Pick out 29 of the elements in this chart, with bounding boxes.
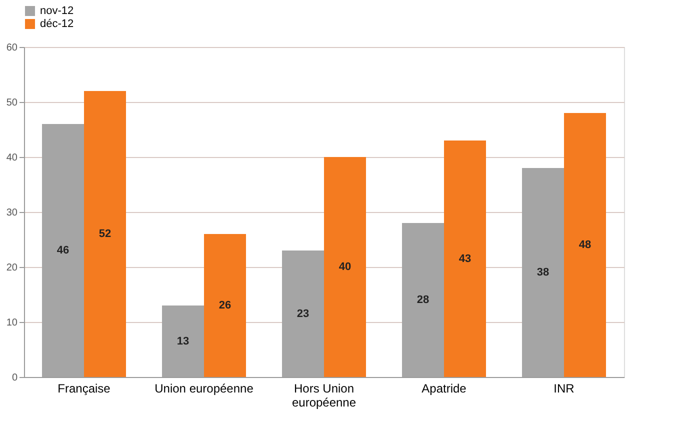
y-tick-label: 10 [6,318,18,328]
bar [564,113,606,377]
y-tick-label: 50 [6,98,18,108]
data-label: 38 [536,266,550,278]
data-label: 43 [458,252,472,265]
y-tick-label: 30 [6,208,18,218]
data-label: 48 [578,239,592,251]
data-label: 28 [416,294,430,306]
data-label: 52 [98,228,112,240]
data-label: 46 [56,244,70,256]
x-tick-label: Apatride [422,382,467,396]
legend-label: nov-12 [40,5,74,17]
x-tick-label: INR [554,382,575,396]
y-tick-label: 40 [6,152,18,164]
data-label: 13 [176,335,190,348]
bar [444,140,486,377]
data-label: 23 [296,308,310,320]
data-label: 40 [338,261,352,273]
bar [84,91,126,377]
x-tick-label: Française [58,382,111,396]
legend-label: déc-12 [40,18,74,30]
y-tick-label: 20 [6,262,18,274]
data-label: 26 [218,300,232,312]
x-tick-label: Hors Union européenne [292,382,356,410]
bar [204,234,246,377]
y-tick-label: 60 [6,42,18,54]
x-tick-label: Union européenne [154,382,254,396]
y-tick-label: 0 [12,372,18,384]
bar [324,157,366,377]
